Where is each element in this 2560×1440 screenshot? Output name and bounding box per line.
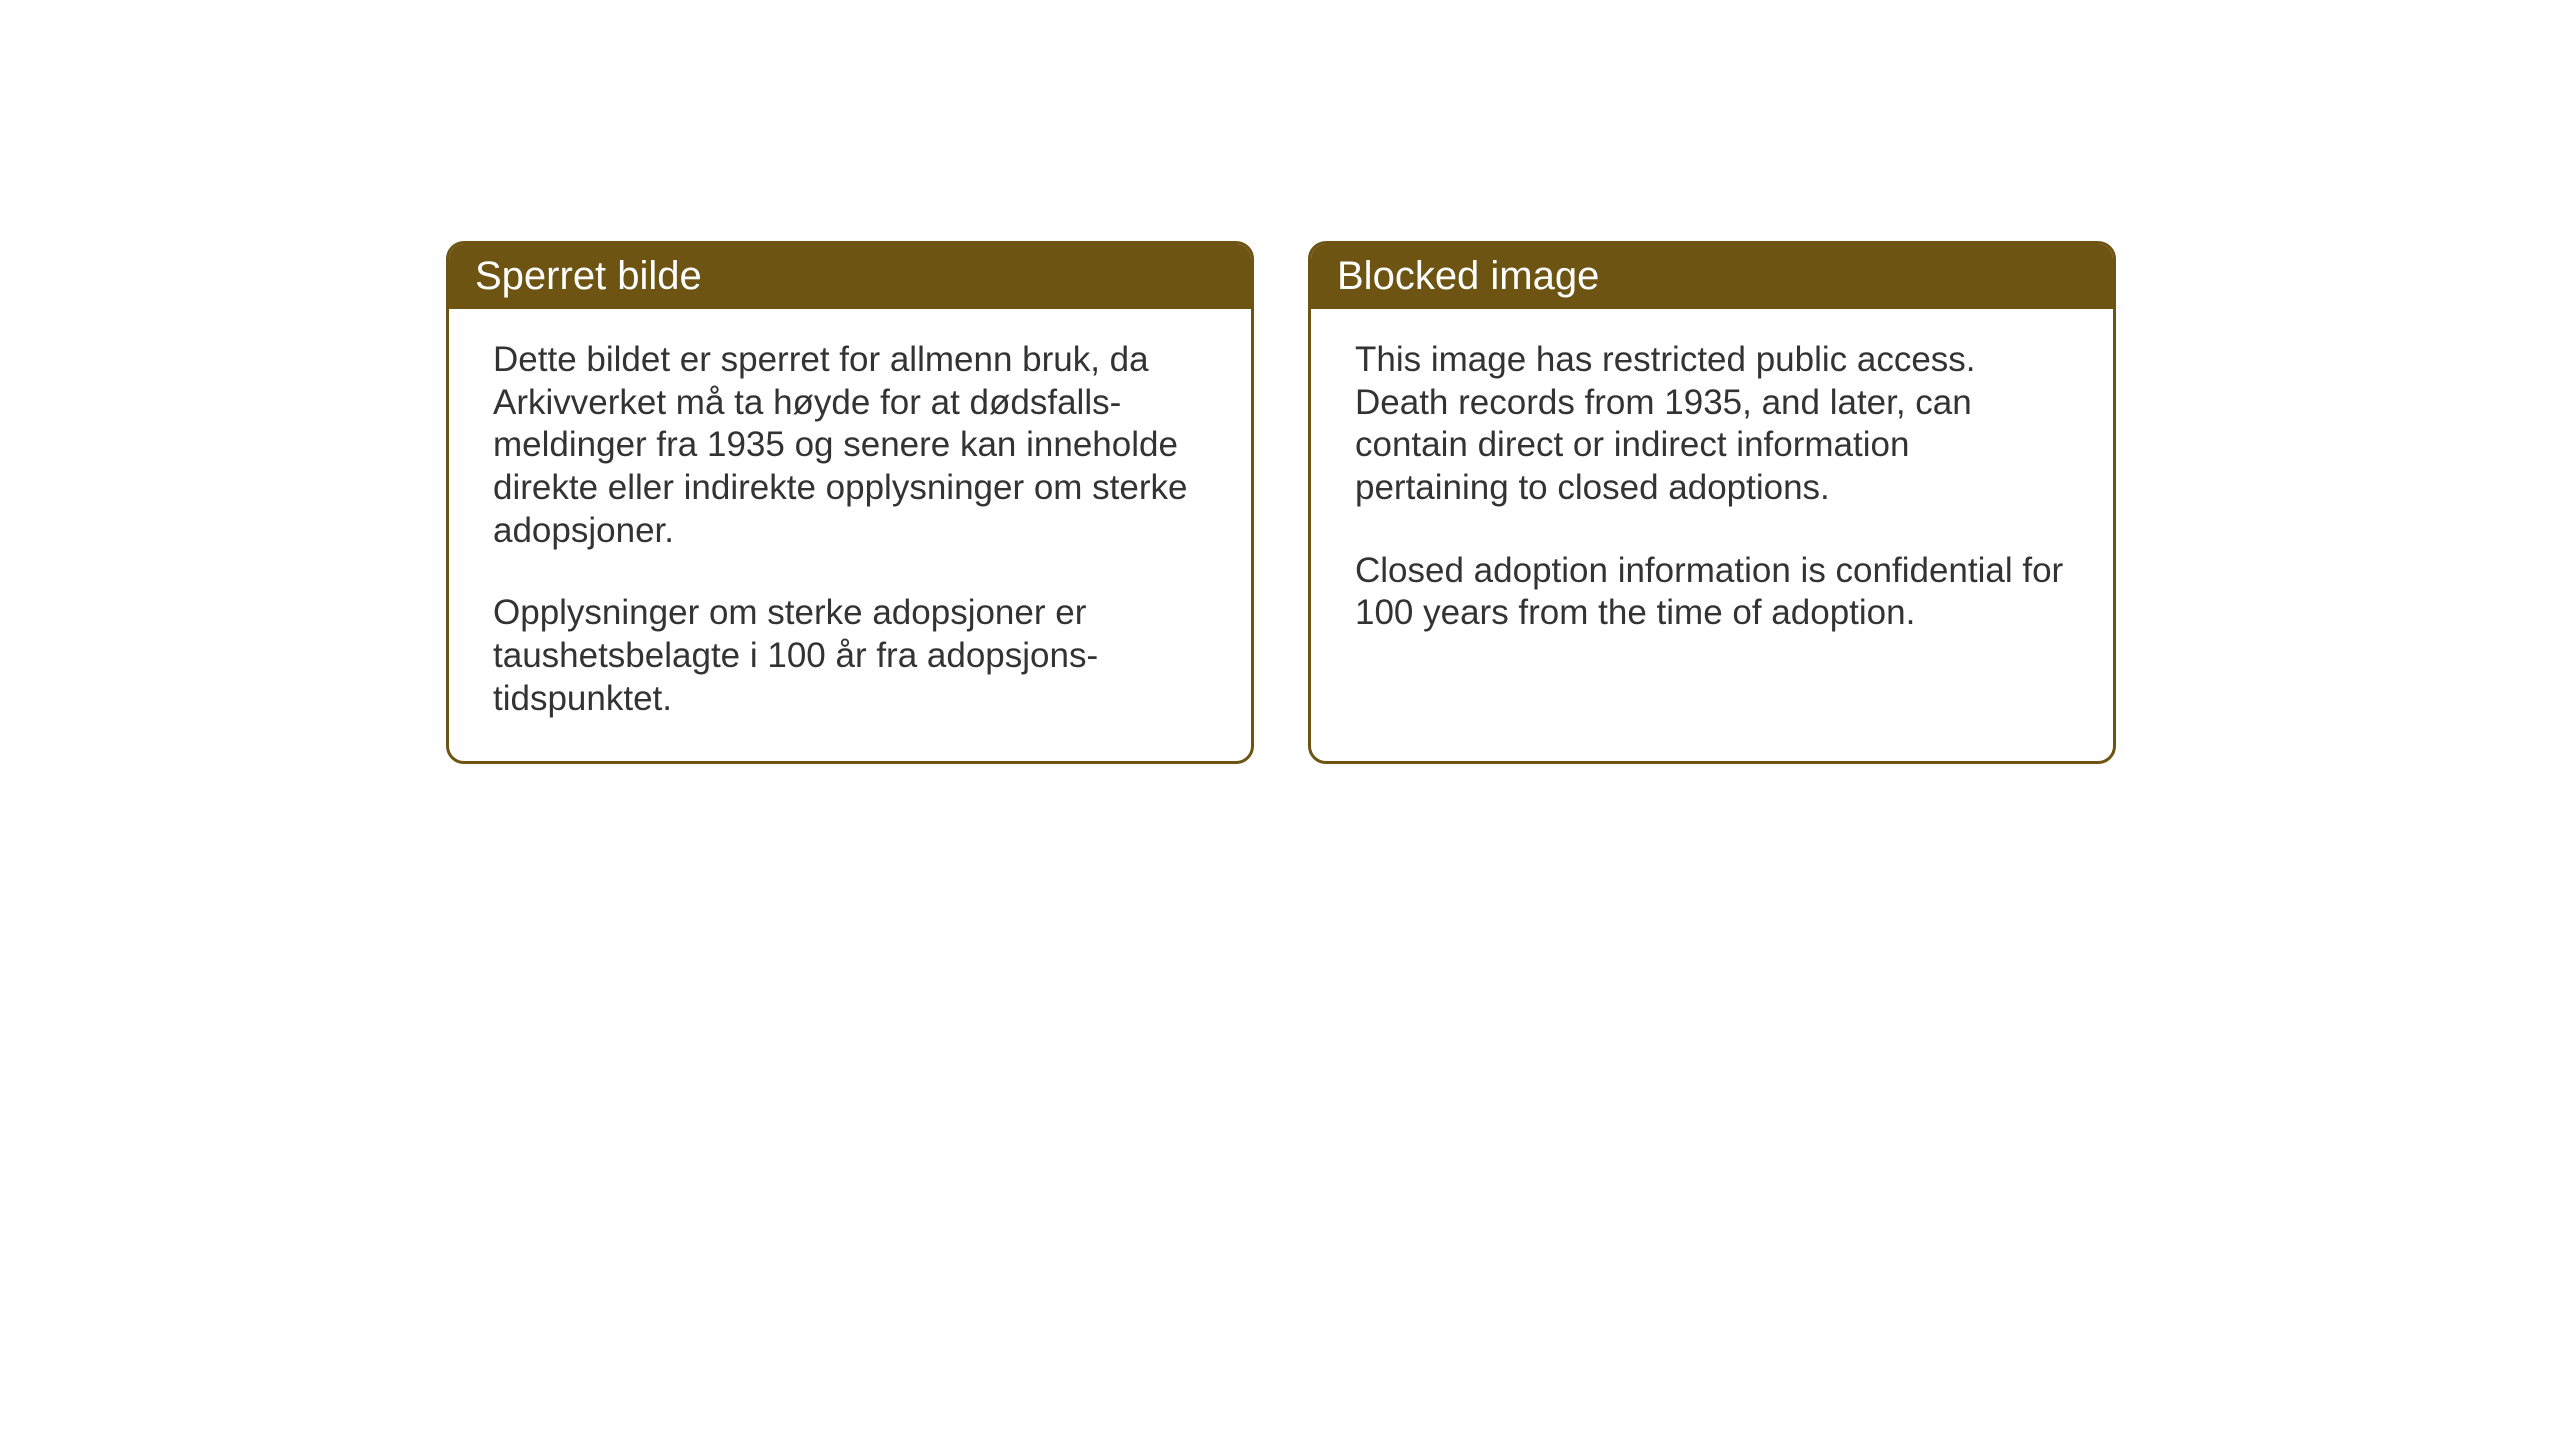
card-header-norwegian: Sperret bilde — [449, 244, 1251, 309]
card-body-english: This image has restricted public access.… — [1311, 309, 2113, 675]
paragraph-text: Opplysninger om sterke adopsjoner er tau… — [493, 592, 1207, 720]
card-norwegian: Sperret bilde Dette bildet er sperret fo… — [446, 241, 1254, 764]
card-english: Blocked image This image has restricted … — [1308, 241, 2116, 764]
card-body-norwegian: Dette bildet er sperret for allmenn bruk… — [449, 309, 1251, 761]
cards-container: Sperret bilde Dette bildet er sperret fo… — [446, 241, 2116, 764]
paragraph-text: This image has restricted public access.… — [1355, 339, 2069, 510]
paragraph-text: Dette bildet er sperret for allmenn bruk… — [493, 339, 1207, 552]
card-header-english: Blocked image — [1311, 244, 2113, 309]
paragraph-text: Closed adoption information is confident… — [1355, 550, 2069, 635]
